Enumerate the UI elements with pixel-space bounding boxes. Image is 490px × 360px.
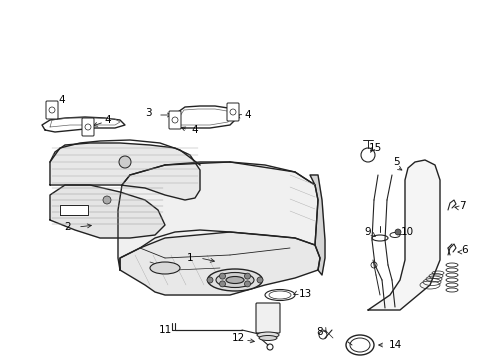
Text: 11: 11 bbox=[158, 325, 172, 335]
Ellipse shape bbox=[216, 273, 254, 288]
Ellipse shape bbox=[207, 269, 263, 291]
Polygon shape bbox=[120, 230, 320, 295]
Circle shape bbox=[172, 117, 178, 123]
Text: 1: 1 bbox=[187, 253, 194, 263]
Text: 5: 5 bbox=[393, 157, 400, 167]
Text: 15: 15 bbox=[368, 143, 382, 153]
Polygon shape bbox=[368, 160, 440, 310]
Circle shape bbox=[245, 281, 250, 287]
Text: 3: 3 bbox=[145, 108, 151, 118]
Ellipse shape bbox=[226, 276, 244, 284]
Circle shape bbox=[395, 229, 401, 235]
Circle shape bbox=[103, 196, 111, 204]
FancyBboxPatch shape bbox=[82, 118, 94, 136]
Circle shape bbox=[49, 107, 55, 113]
Circle shape bbox=[207, 277, 213, 283]
Circle shape bbox=[220, 273, 225, 279]
Polygon shape bbox=[50, 185, 165, 238]
Circle shape bbox=[119, 156, 131, 168]
Polygon shape bbox=[118, 162, 318, 270]
Polygon shape bbox=[50, 143, 200, 200]
Text: 9: 9 bbox=[365, 227, 371, 237]
Ellipse shape bbox=[257, 332, 279, 338]
FancyBboxPatch shape bbox=[46, 101, 58, 119]
FancyBboxPatch shape bbox=[256, 303, 280, 333]
Text: 4: 4 bbox=[245, 110, 251, 120]
Text: 2: 2 bbox=[65, 222, 72, 232]
Circle shape bbox=[85, 124, 91, 130]
Text: 10: 10 bbox=[400, 227, 414, 237]
Text: 13: 13 bbox=[298, 289, 312, 299]
Text: 4: 4 bbox=[105, 115, 111, 125]
Text: 6: 6 bbox=[462, 245, 468, 255]
Text: 7: 7 bbox=[459, 201, 466, 211]
Text: 12: 12 bbox=[231, 333, 245, 343]
Text: 4: 4 bbox=[192, 125, 198, 135]
Polygon shape bbox=[310, 175, 325, 275]
Circle shape bbox=[220, 281, 225, 287]
Ellipse shape bbox=[259, 336, 277, 341]
FancyBboxPatch shape bbox=[227, 103, 239, 121]
Circle shape bbox=[257, 277, 263, 283]
FancyBboxPatch shape bbox=[169, 111, 181, 129]
Text: 14: 14 bbox=[389, 340, 402, 350]
Polygon shape bbox=[60, 205, 88, 215]
Text: 8: 8 bbox=[317, 327, 323, 337]
Circle shape bbox=[230, 109, 236, 115]
Ellipse shape bbox=[150, 262, 180, 274]
Circle shape bbox=[245, 273, 250, 279]
Text: 4: 4 bbox=[59, 95, 65, 105]
